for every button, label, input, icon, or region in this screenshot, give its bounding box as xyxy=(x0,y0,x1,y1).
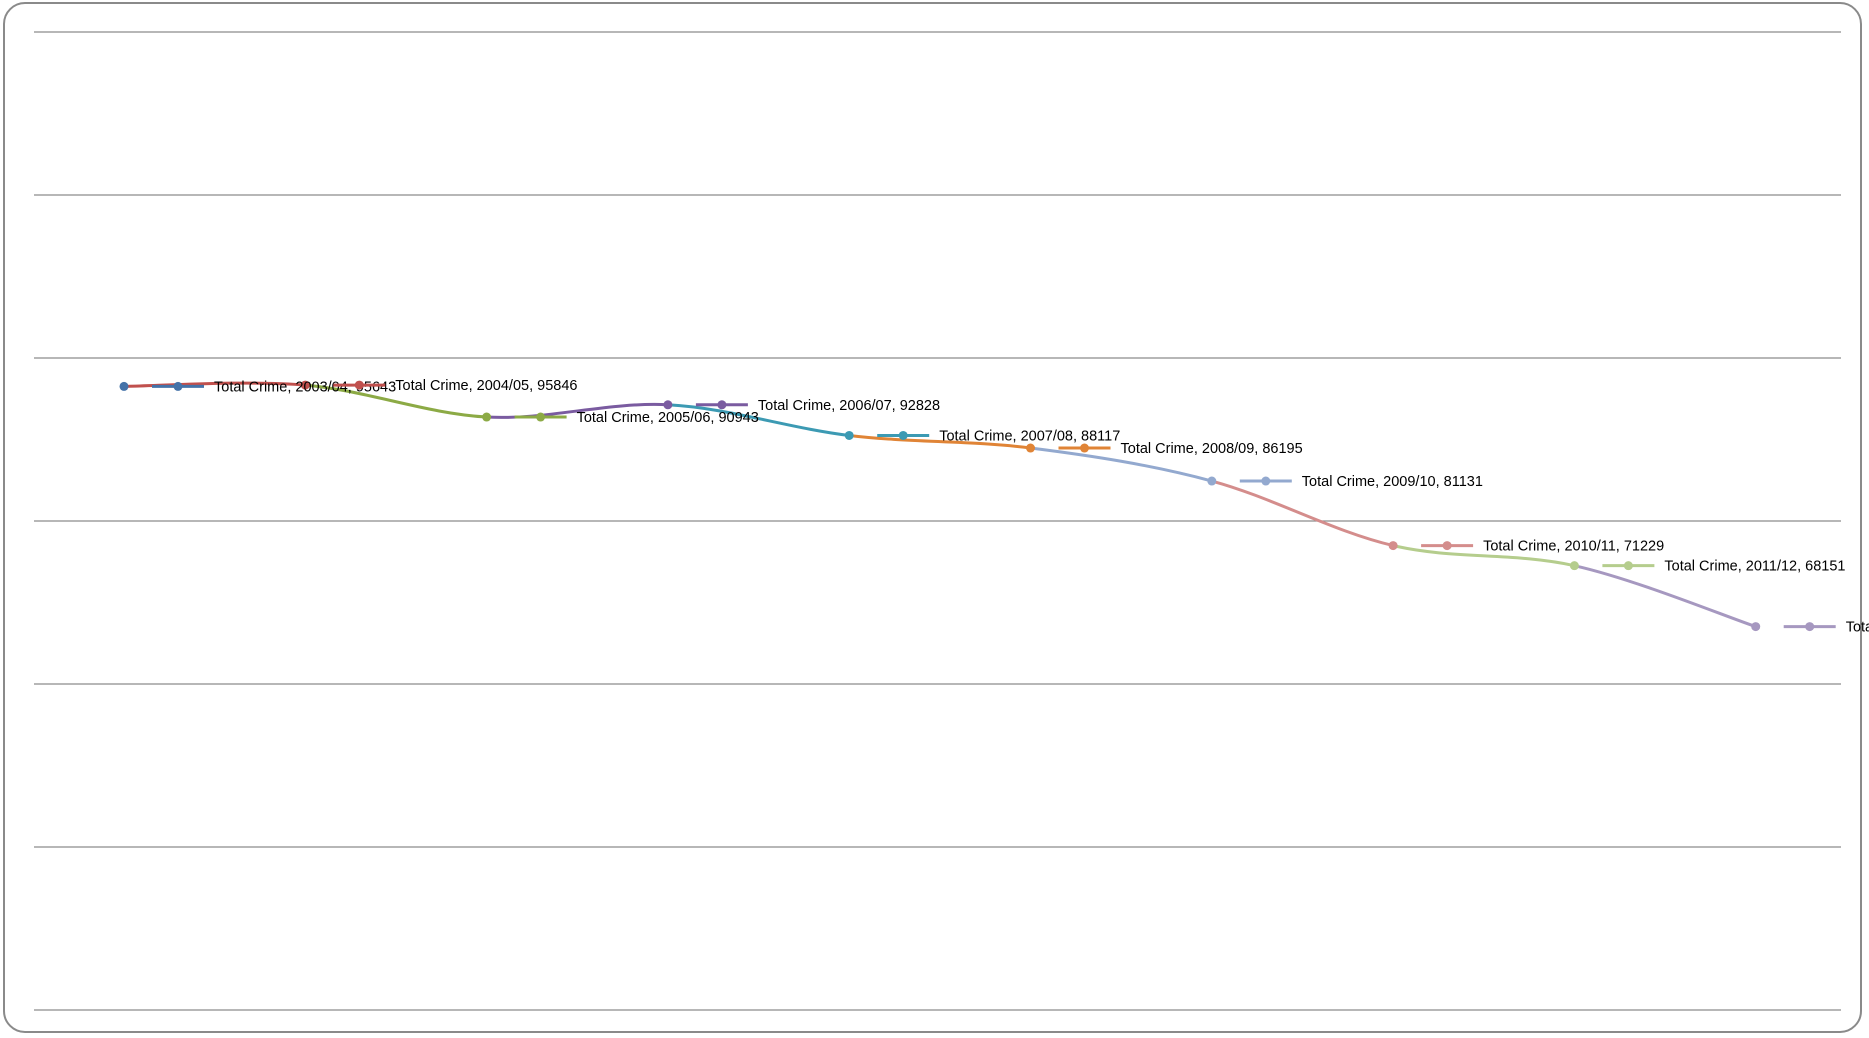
legend-swatch-marker xyxy=(898,430,908,440)
slide-frame xyxy=(3,2,1862,1033)
data-label: Total Crime, 2012/13, 58805 xyxy=(1846,620,1869,636)
data-point xyxy=(1569,561,1579,571)
data-label: Total Crime, 2003/04, 95643 xyxy=(214,379,396,395)
data-point xyxy=(1751,622,1761,632)
data-label: Total Crime, 2008/09, 86195 xyxy=(1121,441,1303,457)
legend-entries: Total Crime, 2003/04, 95643 Total Crime, … xyxy=(152,378,1869,636)
data-point xyxy=(119,381,129,391)
legend-entry: Total Crime, 2008/09, 86195 xyxy=(1058,441,1303,457)
data-label: Total Crime, 2007/08, 88117 xyxy=(939,428,1120,444)
legend-entry: Total Crime, 2003/04, 95643 xyxy=(152,379,396,395)
legend-entry: Total Crime, 2007/08, 88117 xyxy=(877,428,1120,444)
legend-swatch-marker xyxy=(1805,622,1815,632)
data-label: Total Crime, 2004/05, 95846 xyxy=(395,378,577,394)
legend-swatch-marker xyxy=(173,381,183,391)
legend-swatch-marker xyxy=(1261,476,1271,486)
legend-entry: Total Crime, 2009/10, 81131 xyxy=(1239,474,1483,490)
data-label: Total Crime, 2006/07, 92828 xyxy=(758,398,940,414)
legend-swatch-marker xyxy=(1623,561,1633,571)
data-label: Total Crime, 2005/06, 90943 xyxy=(577,410,759,426)
legend-swatch-marker xyxy=(1442,541,1452,551)
series-segment xyxy=(666,403,851,437)
legend-entry: Total Crime, 2012/13, 58805 xyxy=(1783,620,1869,636)
data-point xyxy=(300,380,310,390)
data-label: Total Crime, 2010/11, 71229 xyxy=(1483,539,1664,555)
legend-entry: Total Crime, 2004/05, 95846 xyxy=(333,378,577,394)
line-segments xyxy=(122,381,1758,629)
series-segment xyxy=(1391,544,1576,568)
data-point xyxy=(844,430,854,440)
legend-swatch-marker xyxy=(354,380,364,390)
series-segment xyxy=(847,433,1032,450)
series-segment xyxy=(1572,564,1758,629)
series-segment xyxy=(1210,479,1395,548)
data-point xyxy=(1388,541,1398,551)
series-segment xyxy=(1029,446,1214,483)
series-segment xyxy=(485,402,670,419)
data-label: Total Crime, 2009/10, 81131 xyxy=(1302,474,1483,490)
data-point xyxy=(1026,443,1035,453)
data-label: Total Crime, 2011/12, 68151 xyxy=(1664,559,1845,575)
legend-entry: Total Crime, 2005/06, 90943 xyxy=(514,410,759,426)
legend-swatch-marker xyxy=(717,400,727,410)
data-points xyxy=(119,380,1761,632)
legend-entry: Total Crime, 2010/11, 71229 xyxy=(1421,539,1664,555)
gridlines xyxy=(34,31,1841,1011)
legend-entry: Total Crime, 2006/07, 92828 xyxy=(695,398,940,414)
legend-swatch-marker xyxy=(1080,443,1089,453)
data-point xyxy=(663,400,673,410)
data-point xyxy=(482,412,492,422)
legend-swatch-marker xyxy=(536,412,546,422)
series-segment xyxy=(303,383,489,419)
series-segment xyxy=(122,381,307,388)
data-point xyxy=(1207,476,1217,486)
legend-entry: Total Crime, 2011/12, 68151 xyxy=(1602,559,1846,575)
